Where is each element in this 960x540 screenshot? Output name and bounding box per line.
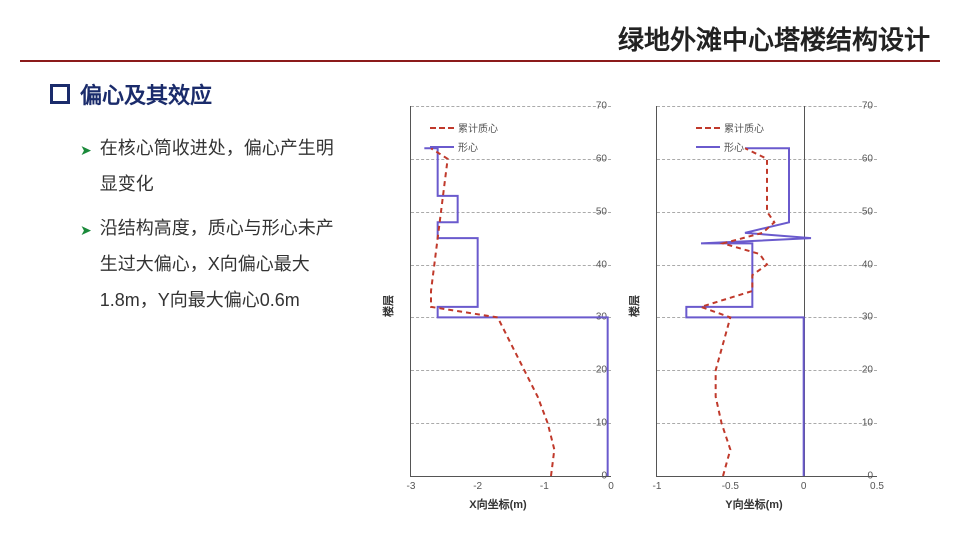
list-item: ➤ 在核心筒收进处，偏心产生明显变化 xyxy=(80,130,350,202)
arrow-icon: ➤ xyxy=(80,216,92,318)
heading-text: 偏心及其效应 xyxy=(80,78,212,110)
title-rule xyxy=(20,60,940,62)
section-heading: 偏心及其效应 xyxy=(50,78,212,110)
bullet-square-icon xyxy=(50,84,70,104)
bullet-list: ➤ 在核心筒收进处，偏心产生明显变化 ➤ 沿结构高度，质心与形心未产生过大偏心，… xyxy=(80,130,350,326)
charts-container: 010203040506070-3-2-10X向坐标(m)楼层累计质心形心 01… xyxy=(380,100,882,512)
bullet-text: 沿结构高度，质心与形心未产生过大偏心，X向偏心最大1.8m，Y向最大偏心0.6m xyxy=(100,210,350,318)
list-item: ➤ 沿结构高度，质心与形心未产生过大偏心，X向偏心最大1.8m，Y向最大偏心0.… xyxy=(80,210,350,318)
arrow-icon: ➤ xyxy=(80,136,92,202)
chart-y: 010203040506070-1-0.500.5Y向坐标(m)楼层累计质心形心 xyxy=(626,100,882,512)
bullet-text: 在核心筒收进处，偏心产生明显变化 xyxy=(100,130,350,202)
page-title: 绿地外滩中心塔楼结构设计 xyxy=(618,20,930,57)
chart-x: 010203040506070-3-2-10X向坐标(m)楼层累计质心形心 xyxy=(380,100,616,512)
